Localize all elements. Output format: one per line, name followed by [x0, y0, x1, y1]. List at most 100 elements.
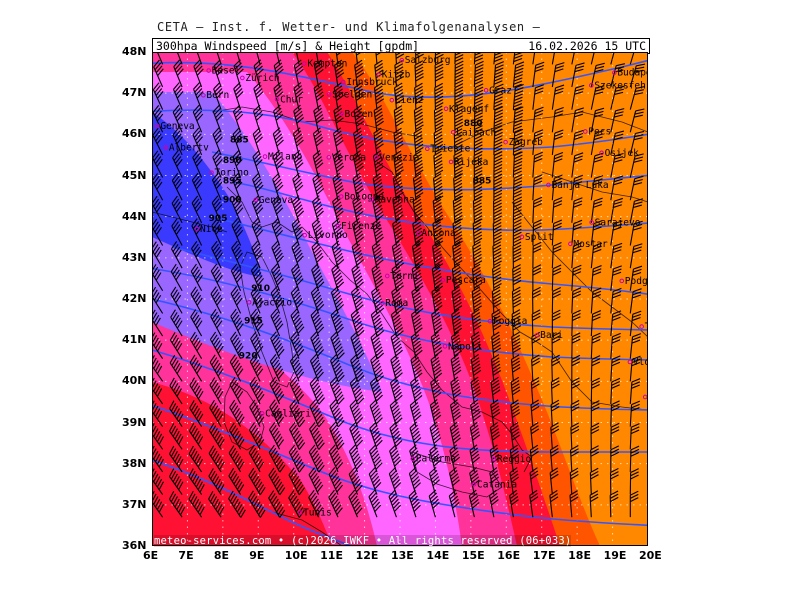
- wind-barb: [328, 444, 344, 473]
- wind-barb: [473, 60, 484, 88]
- wind-barb: [629, 243, 643, 269]
- wind-barb: [629, 153, 644, 178]
- city-marker: [163, 145, 169, 150]
- wind-barb: [610, 265, 622, 291]
- wind-barb: [190, 286, 203, 314]
- wind-barb: [532, 219, 542, 246]
- x-tick-label: 16E: [497, 549, 521, 562]
- wind-barb: [269, 354, 285, 382]
- wind-barb: [273, 59, 284, 88]
- wind-barb: [349, 376, 365, 405]
- x-tick-label: 12E: [355, 549, 379, 562]
- wind-barb: [610, 63, 626, 88]
- wind-barb: [311, 240, 324, 269]
- x-tick-label: 6E: [143, 549, 159, 562]
- city-marker: [326, 92, 332, 97]
- wind-barb: [451, 286, 463, 314]
- wind-barb: [353, 127, 364, 156]
- wind-barb: [248, 490, 266, 518]
- wind-barb: [209, 399, 224, 427]
- wind-barb: [531, 309, 541, 337]
- wind-barb: [510, 421, 520, 450]
- wind-barb: [414, 52, 424, 65]
- wind-barb: [411, 263, 424, 292]
- wind-barb: [211, 218, 222, 246]
- wind-barb: [268, 444, 286, 473]
- wind-barb: [551, 62, 565, 88]
- city-marker: [379, 300, 385, 306]
- wind-barb: [253, 59, 264, 88]
- city-label: Szekesfeh: [594, 80, 645, 91]
- wind-barb: [450, 353, 462, 382]
- jet-core-blue: [152, 112, 262, 277]
- wind-barb: [509, 467, 520, 495]
- wind-barb: [571, 84, 585, 110]
- city-label: Ajaccio: [252, 297, 292, 308]
- valid-time: 16.02.2026 15 UTC: [528, 39, 646, 53]
- wind-barb: [334, 59, 345, 88]
- wind-barb: [629, 86, 645, 110]
- wind-barb: [389, 399, 403, 427]
- wind-barb: [292, 149, 304, 178]
- wind-barb: [510, 354, 521, 382]
- city-marker: [612, 70, 617, 75]
- coastline-1: [376, 161, 648, 411]
- wind-barb: [169, 354, 183, 382]
- city-marker: [471, 481, 477, 487]
- city-marker: [326, 155, 332, 160]
- wind-barb: [590, 445, 600, 472]
- height-contour-7: [152, 298, 648, 411]
- city-label: Banja Luka: [551, 180, 608, 191]
- wind-barb: [210, 286, 223, 314]
- wind-barb: [450, 376, 462, 405]
- city-marker: [194, 226, 200, 232]
- wind-barb: [469, 444, 480, 473]
- city-label: Rijeka: [454, 157, 488, 168]
- city-label: Sarajevo: [595, 217, 641, 228]
- city-marker: [534, 332, 540, 338]
- city-label: Graz: [489, 85, 512, 96]
- wind-barb: [394, 60, 405, 88]
- wind-barb: [189, 331, 203, 359]
- wind-barb: [493, 128, 503, 156]
- wind-barb: [152, 150, 164, 178]
- height-contour-label: 885: [473, 177, 492, 187]
- height-contour-label: 920: [239, 352, 258, 362]
- wind-barb: [551, 242, 562, 269]
- height-contour-label: 905: [209, 214, 228, 224]
- wind-barb: [351, 263, 364, 291]
- wind-barb: [629, 108, 645, 133]
- wind-barb: [390, 308, 404, 337]
- wind-barb: [392, 172, 404, 201]
- wind-barb: [590, 355, 601, 382]
- wind-barb: [230, 308, 244, 337]
- wind-barb: [268, 490, 286, 518]
- coastline-7: [511, 201, 648, 338]
- wind-barb: [473, 83, 484, 110]
- city-marker: [369, 197, 374, 202]
- wind-barb: [250, 331, 264, 359]
- wind-barb: [332, 150, 345, 178]
- city-label: Salzburg: [405, 55, 451, 66]
- city-marker: [246, 299, 252, 305]
- city-label: Budapest: [617, 68, 648, 79]
- wind-barb: [472, 241, 483, 269]
- wind-barb: [188, 445, 203, 473]
- wind-barb: [451, 263, 463, 291]
- city-label: Lienz: [395, 95, 424, 106]
- wind-barb: [549, 489, 559, 518]
- wind-barb: [313, 104, 324, 133]
- wind-barb: [250, 308, 264, 337]
- city-label: Palermo: [416, 454, 456, 465]
- city-label: Kempten: [307, 59, 347, 70]
- wind-barb: [629, 490, 639, 518]
- wind-barb: [253, 82, 264, 110]
- city-label: Mostar: [573, 239, 608, 250]
- x-tick-label: 13E: [391, 549, 414, 562]
- wind-barb: [493, 173, 503, 201]
- wind-barb: [152, 173, 164, 201]
- wind-barb: [171, 241, 183, 269]
- wind-barb: [169, 468, 184, 495]
- wind-barb: [412, 195, 424, 223]
- wind-barb: [530, 422, 540, 450]
